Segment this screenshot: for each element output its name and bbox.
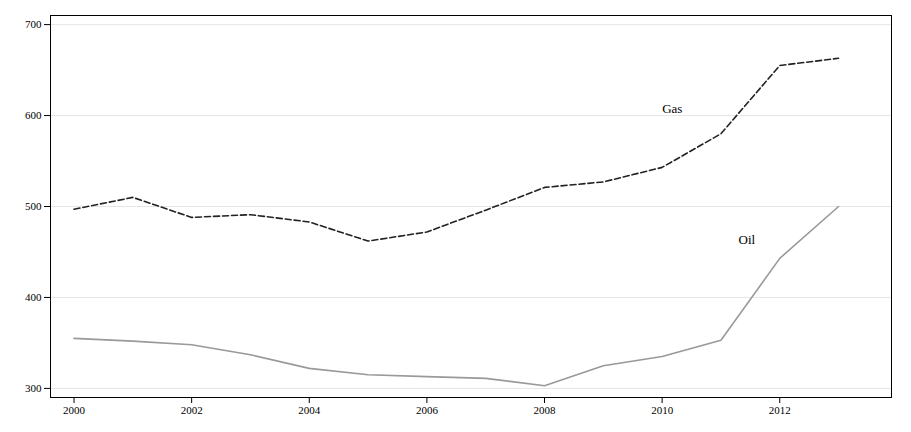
svg-text:2008: 2008 [534, 404, 557, 416]
svg-text:2012: 2012 [769, 404, 791, 416]
svg-text:Oil: Oil [739, 232, 756, 247]
svg-text:600: 600 [25, 109, 42, 121]
svg-text:2002: 2002 [181, 404, 203, 416]
svg-text:2010: 2010 [651, 404, 674, 416]
svg-text:2004: 2004 [298, 404, 321, 416]
svg-text:2000: 2000 [63, 404, 86, 416]
svg-text:2006: 2006 [416, 404, 439, 416]
svg-text:300: 300 [25, 382, 42, 394]
svg-text:700: 700 [25, 18, 42, 30]
svg-text:400: 400 [25, 291, 42, 303]
svg-text:Gas: Gas [662, 101, 682, 116]
svg-text:500: 500 [25, 200, 42, 212]
